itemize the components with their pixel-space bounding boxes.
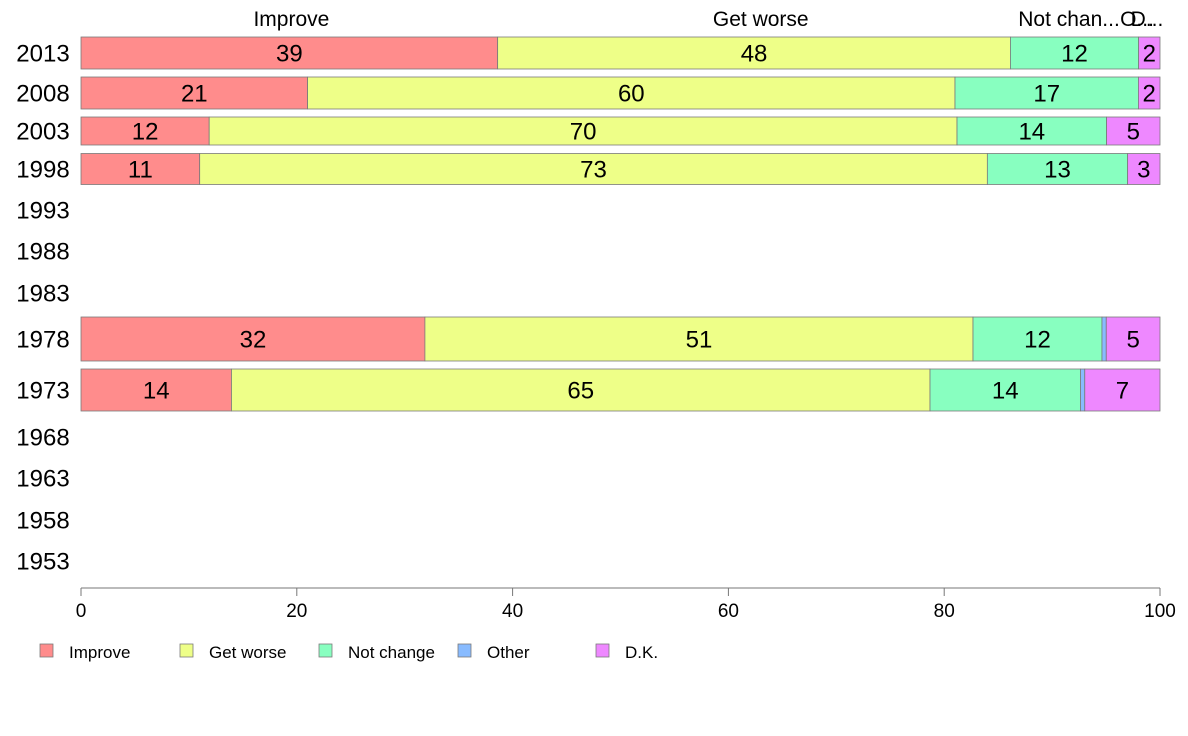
data-label: 39 [276,41,303,68]
bar-segment [1138,36,1161,70]
bar-segment [1105,316,1161,362]
bar-segment [986,153,1129,185]
bars: 39 48 12 2 21 60 17 2 12 70 14 5 11 73 13 3 32 51 12 5 14 65 1… [80,36,1161,412]
x-tick-label: 80 [934,601,955,622]
legend: Improve Get worse Not change Other D.K. [39,643,658,662]
data-label: 51 [686,327,713,354]
column-header: Not chan... [1018,8,1120,31]
category-labels: 2013 2008 2003 1998 1993 1988 1983 1978 1973 1968… [16,41,69,576]
legend-swatch [457,643,472,658]
bar-segment [80,76,308,110]
data-label: 7 [1116,378,1129,405]
data-label: 5 [1127,119,1140,146]
bar-segment [307,76,956,110]
legend-swatch [39,643,54,658]
x-tick-label: 60 [718,601,739,622]
bar-segment [424,316,974,362]
category-label: 2013 [16,41,69,68]
data-label: 2 [1143,41,1156,68]
category-label: 1973 [16,378,69,405]
data-label: 48 [741,41,768,68]
data-label: 5 [1126,327,1139,354]
legend-label: Improve [69,643,130,662]
legend-swatch [318,643,333,658]
bar-segment [80,316,426,362]
data-label: 73 [580,157,607,184]
data-label: 11 [128,157,153,184]
x-axis: 0 20 40 60 80 100 [76,587,1176,622]
data-label: 60 [618,81,645,108]
x-tick-label: 20 [286,601,307,622]
bar-segment [80,153,201,185]
data-label: 65 [567,378,594,405]
category-label: 2003 [16,119,69,146]
data-label: 14 [143,378,170,405]
category-label: 1953 [16,549,69,576]
data-label: 12 [1061,41,1088,68]
bar-segment [929,368,1081,412]
bar-segment [1106,116,1161,146]
data-label: 2 [1143,81,1156,108]
x-tick-label: 100 [1144,601,1176,622]
data-label: 70 [570,119,597,146]
bar-segment [208,116,958,146]
bar-segment [1138,76,1161,110]
column-header: Improve [253,8,329,31]
bar-segment [80,116,210,146]
bar-segment [1080,368,1086,412]
bar-segment [80,368,232,412]
bar-segment [1084,368,1161,412]
category-label: 1963 [16,466,69,493]
bar-segment [972,316,1103,362]
bar-segment [954,76,1139,110]
legend-label: Other [487,643,530,662]
category-label: 1978 [16,327,69,354]
category-label: 1988 [16,239,69,266]
column-header: Get worse [713,8,809,31]
legend-label: D.K. [625,643,658,662]
bar-segment [497,36,1011,70]
data-label: 21 [181,81,208,108]
column-header: D... [1131,8,1164,31]
data-label: 14 [1018,119,1045,146]
data-label: 3 [1137,157,1150,184]
category-label: 1983 [16,281,69,308]
category-label: 1993 [16,198,69,225]
x-tick-label: 40 [502,601,523,622]
column-headers: Improve Get worse Not chan... O...D... [253,8,1163,31]
category-label: 2008 [16,81,69,108]
bar-segment [231,368,931,412]
category-label: 1958 [16,508,69,535]
data-label: 14 [992,378,1019,405]
bar-segment [199,153,988,185]
column-header: O... [1120,8,1154,31]
category-label: 1998 [16,157,69,184]
bar-segment [1101,316,1107,362]
data-label: 17 [1033,81,1060,108]
bar-segment [1127,153,1161,185]
data-label: 12 [1024,327,1051,354]
category-label: 1968 [16,425,69,452]
legend-swatch [179,643,194,658]
data-label: 32 [240,327,267,354]
legend-label: Get worse [209,643,286,662]
data-label: 13 [1044,157,1071,184]
legend-label: Not change [348,643,435,662]
x-tick-label: 0 [76,601,87,622]
legend-swatch [595,643,610,658]
data-label: 12 [132,119,159,146]
